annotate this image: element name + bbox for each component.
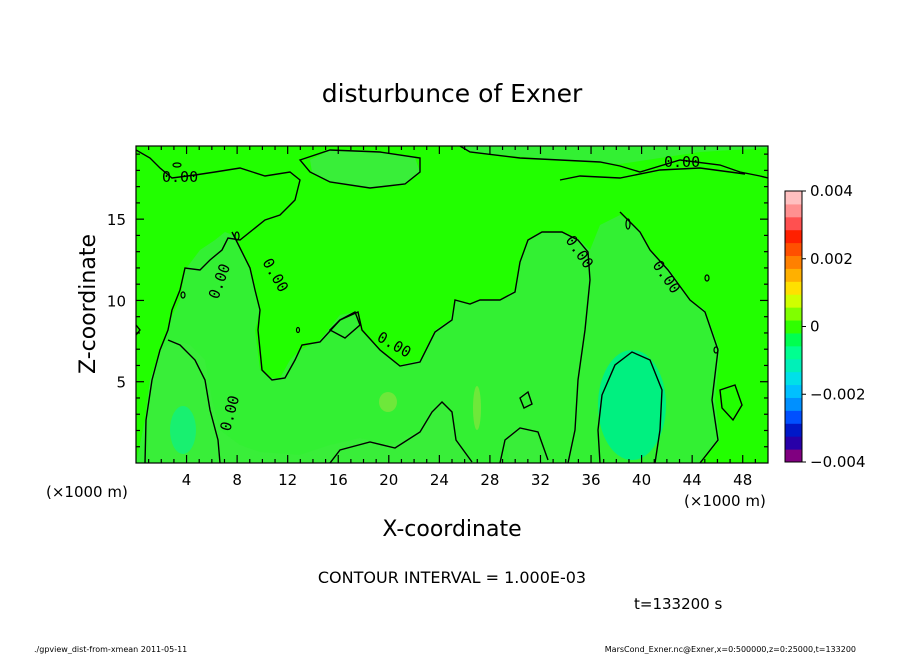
chart-title: disturbunce of Exner: [322, 79, 583, 108]
x-tick-label: 44: [683, 471, 702, 489]
x-tick-label: 28: [480, 471, 499, 489]
colorbar-swatch: [785, 307, 802, 321]
y-tick-label: 10: [107, 292, 126, 310]
x-tick-label: 20: [379, 471, 398, 489]
footer-left: ./gpview_dist-from-xmean 2011-05-11: [34, 645, 187, 654]
colorbar-swatch: [785, 255, 802, 269]
negative-region: [170, 406, 196, 454]
colorbar-tick-label: −0.004: [810, 453, 866, 471]
colorbar-tick-label: 0.004: [810, 182, 853, 200]
y-tick-label: 15: [107, 211, 126, 229]
colorbar-tick-label: 0.002: [810, 250, 853, 268]
colorbar-swatch: [785, 371, 802, 386]
time-text: t=133200 s: [634, 595, 722, 613]
contour-lines: [136, 146, 768, 463]
x-tick-label: 16: [329, 471, 348, 489]
x-tick-label: 32: [531, 471, 550, 489]
y-axis-label: Z-coordinate: [76, 234, 101, 374]
colorbar-tick-label: −0.002: [810, 385, 866, 403]
x-tick-label: 36: [581, 471, 600, 489]
contour-lines: [172, 162, 719, 354]
weak-positive-region: [310, 150, 420, 188]
y-axis: 5 10 15: [107, 153, 768, 448]
colorbar-tick-label: 0: [810, 318, 820, 336]
x-tick-label: 48: [733, 471, 752, 489]
weak-positive-region: [505, 428, 560, 463]
x-tick-label: 12: [278, 471, 297, 489]
x-tick-label: 24: [430, 471, 449, 489]
x-unit-left: (×1000 m): [46, 483, 128, 501]
colorbar-swatch: [785, 358, 802, 373]
weak-positive-region: [379, 392, 397, 412]
contour-label: 0.00: [664, 153, 700, 171]
x-tick-label: 4: [182, 471, 192, 489]
colorbar-swatch: [785, 320, 802, 334]
colorbar-swatch: [785, 332, 802, 347]
colorbar-swatch: [785, 397, 802, 411]
colorbar: 0.004 0.002 0 −0.002 −0.004: [784, 182, 866, 471]
x-unit-right: (×1000 m): [684, 492, 766, 510]
colorbar-swatch: [785, 410, 802, 424]
x-tick-label: 8: [232, 471, 242, 489]
contour-label: 0.00: [162, 168, 198, 186]
colorbar-swatch: [785, 449, 802, 463]
colorbar-swatch: [785, 384, 802, 398]
colorbar-swatch: [785, 203, 802, 218]
contour-interval-text: CONTOUR INTERVAL = 1.000E-03: [318, 568, 586, 587]
x-tick-label: 40: [632, 471, 651, 489]
weak-positive-region: [473, 386, 481, 430]
negative-region: [598, 350, 666, 460]
colorbar-swatch: [785, 242, 802, 257]
colorbar-swatch: [785, 229, 802, 244]
colorbar-swatch: [785, 268, 802, 282]
y-tick-label: 5: [116, 374, 126, 392]
colorbar-swatch: [785, 423, 802, 437]
footer-right: MarsCond_Exner.nc@Exner,x=0:500000,z=0:2…: [605, 645, 856, 654]
positive-region: [136, 146, 768, 463]
colorbar-swatch: [785, 345, 802, 360]
x-axis: 4 8 12 16 20 24 28 32 36 40 44 48: [148, 146, 756, 489]
x-axis-label: X-coordinate: [382, 517, 521, 542]
plot-area: 0.00 0.00 0.00 0.00 0.00 0.00 0.00 0.00: [135, 145, 769, 464]
colorbar-swatch: [785, 436, 802, 450]
colorbar-swatch: [785, 216, 802, 231]
colorbar-swatch: [785, 191, 802, 205]
colorbar-swatch: [785, 294, 802, 308]
colorbar-swatch: [785, 281, 802, 295]
